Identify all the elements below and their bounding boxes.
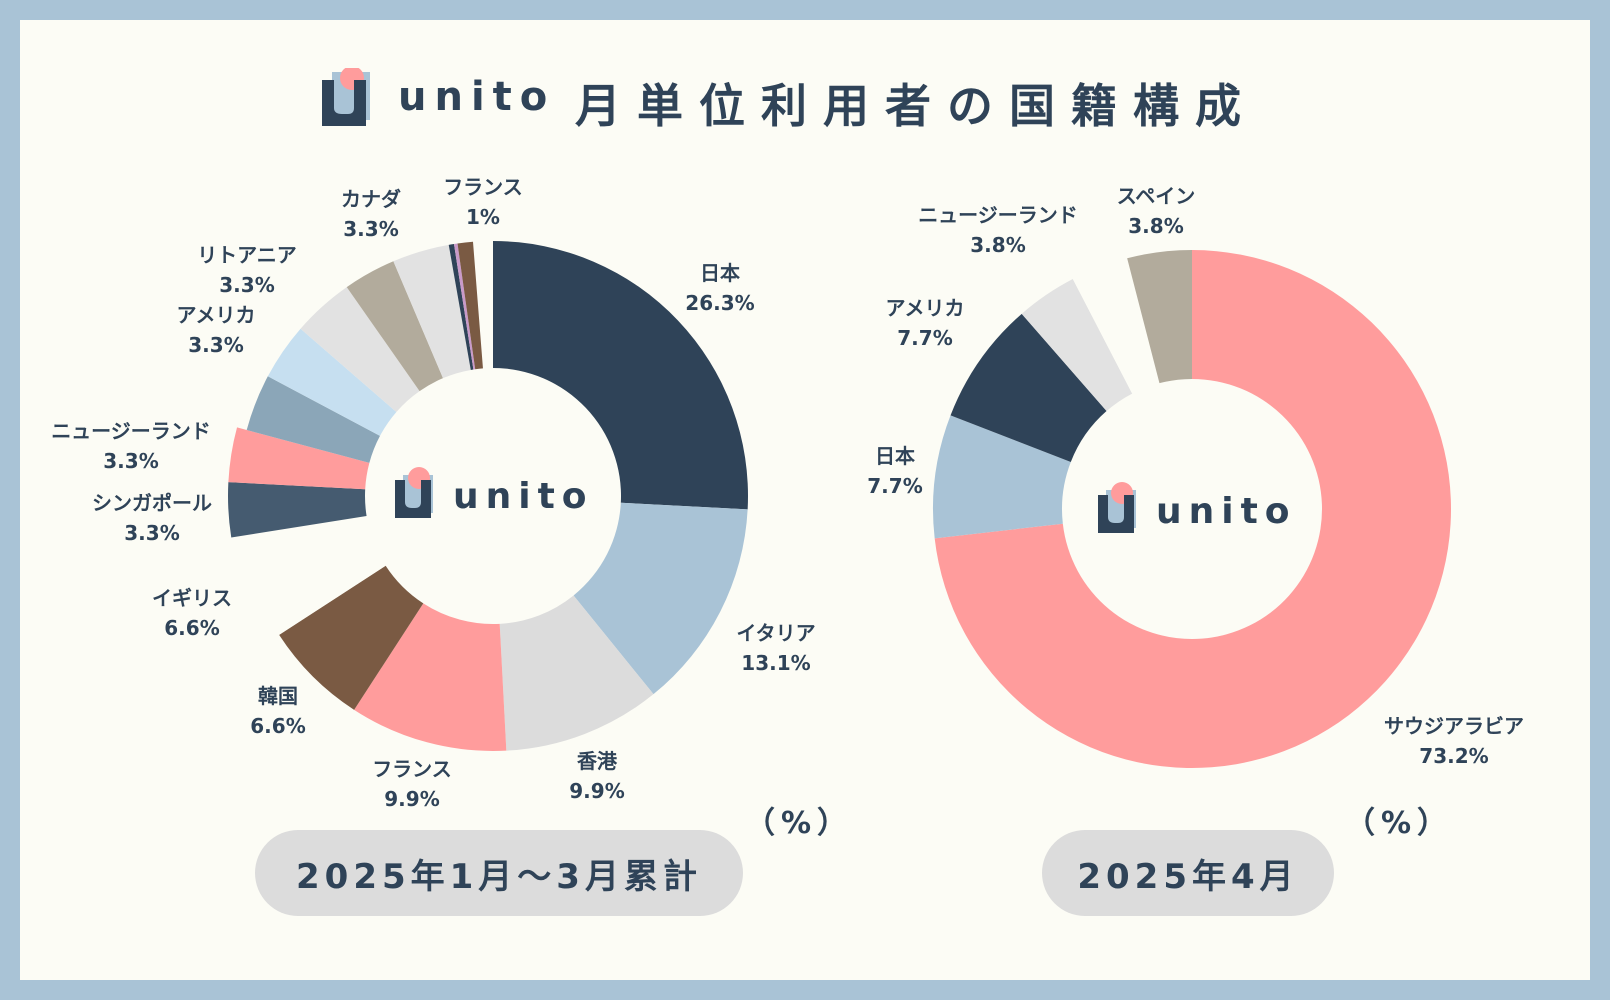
unit-label-right: （%） <box>1345 806 1454 841</box>
apr-slice-1 <box>934 250 1452 769</box>
header: unito 月単位利用者の国籍構成 <box>0 66 1610 136</box>
apr-slice-3 <box>950 313 1107 462</box>
q1-sliver-2 <box>448 244 474 370</box>
apr-center-logo: unito <box>1098 482 1297 533</box>
q1-label-12-name: フランス <box>443 175 523 199</box>
period-label-april: 2025年4月 <box>1042 830 1334 916</box>
apr-label-5-value: 3.8% <box>1128 214 1183 238</box>
page-title: 月単位利用者の国籍構成 <box>575 79 1257 133</box>
q1-slice-10 <box>267 328 397 436</box>
q1-label-10-value: 3.3% <box>219 273 274 297</box>
apr-label-1-name: サウジアラビア <box>1384 714 1524 738</box>
q1-label-6-name: イギリス <box>152 586 232 610</box>
apr-label-5-name: スペイン <box>1117 184 1196 208</box>
apr-label-2-value: 7.7% <box>867 474 922 498</box>
q1-sliver-4 <box>457 241 483 370</box>
apr-slice-5 <box>1072 258 1160 394</box>
q1-label-7-name: シンガポール <box>92 491 212 515</box>
apr-label-1-value: 73.2% <box>1419 744 1488 768</box>
q1-slice-1 <box>493 241 748 510</box>
q1-label-8-name: ニュージーランド <box>51 419 211 443</box>
q1-slice-6 <box>241 516 386 635</box>
q1-label-8-value: 3.3% <box>103 449 158 473</box>
unito-logo-icon <box>322 68 370 126</box>
q1-label-3-name: 香港 <box>577 749 618 773</box>
q1-center-logo-word: unito <box>453 476 594 517</box>
q1-label-2-name: イタリア <box>736 621 815 645</box>
q1-label-6-value: 6.6% <box>164 616 219 640</box>
apr-label-2-name: 日本 <box>875 444 915 468</box>
apr-center-logo-word: unito <box>1156 491 1297 532</box>
q1-label-4-name: フランス <box>372 757 452 781</box>
q1-label-12-value: 1% <box>466 205 500 229</box>
q1-label-9-name: アメリカ <box>177 303 256 327</box>
q1-label-2-value: 13.1% <box>741 651 810 675</box>
q1-sliver-3 <box>453 243 476 370</box>
apr-label-3-value: 7.7% <box>897 326 952 350</box>
apr-label-3-name: アメリカ <box>886 296 965 320</box>
q1-label-3-value: 9.9% <box>569 779 624 803</box>
q1-slice-9 <box>246 376 380 463</box>
q1-slice-8 <box>228 427 370 490</box>
q1-label-5-value: 6.6% <box>250 714 305 738</box>
q1-sliver-1 <box>393 244 471 379</box>
q1-label-9-value: 3.3% <box>188 333 243 357</box>
q1-center-logo: unito <box>395 467 594 518</box>
apr-label-4-value: 3.8% <box>970 233 1025 257</box>
q1-slice-2 <box>573 502 748 695</box>
q1-slice-12 <box>346 261 443 392</box>
q1-label-11-value: 3.3% <box>343 217 398 241</box>
q1-label-7-value: 3.3% <box>124 521 179 545</box>
q1-label-10-name: リトアニア <box>197 243 297 267</box>
q1-slice-3 <box>499 595 654 751</box>
q1-slice-5 <box>279 565 424 710</box>
q1-slice-7 <box>227 482 367 538</box>
q1-label-11-name: カナダ <box>341 187 401 211</box>
apr-slice-4 <box>1021 279 1133 412</box>
q1-label-1-name: 日本 <box>700 261 740 285</box>
q1-slice-11 <box>300 287 420 413</box>
q1-slice-4 <box>354 603 507 751</box>
brand-wordmark: unito <box>398 74 556 120</box>
q1-label-4-value: 9.9% <box>384 787 439 811</box>
apr-label-4-name: ニュージーランド <box>918 203 1078 227</box>
q1-label-1-value: 26.3% <box>685 291 754 315</box>
apr-slice-2 <box>933 415 1071 539</box>
period-label-q1: 2025年1月〜3月累計 <box>255 830 743 916</box>
unit-label-left: （%） <box>745 806 854 841</box>
q1-label-5-name: 韓国 <box>258 684 298 708</box>
apr-sliver-1 <box>1127 250 1192 384</box>
